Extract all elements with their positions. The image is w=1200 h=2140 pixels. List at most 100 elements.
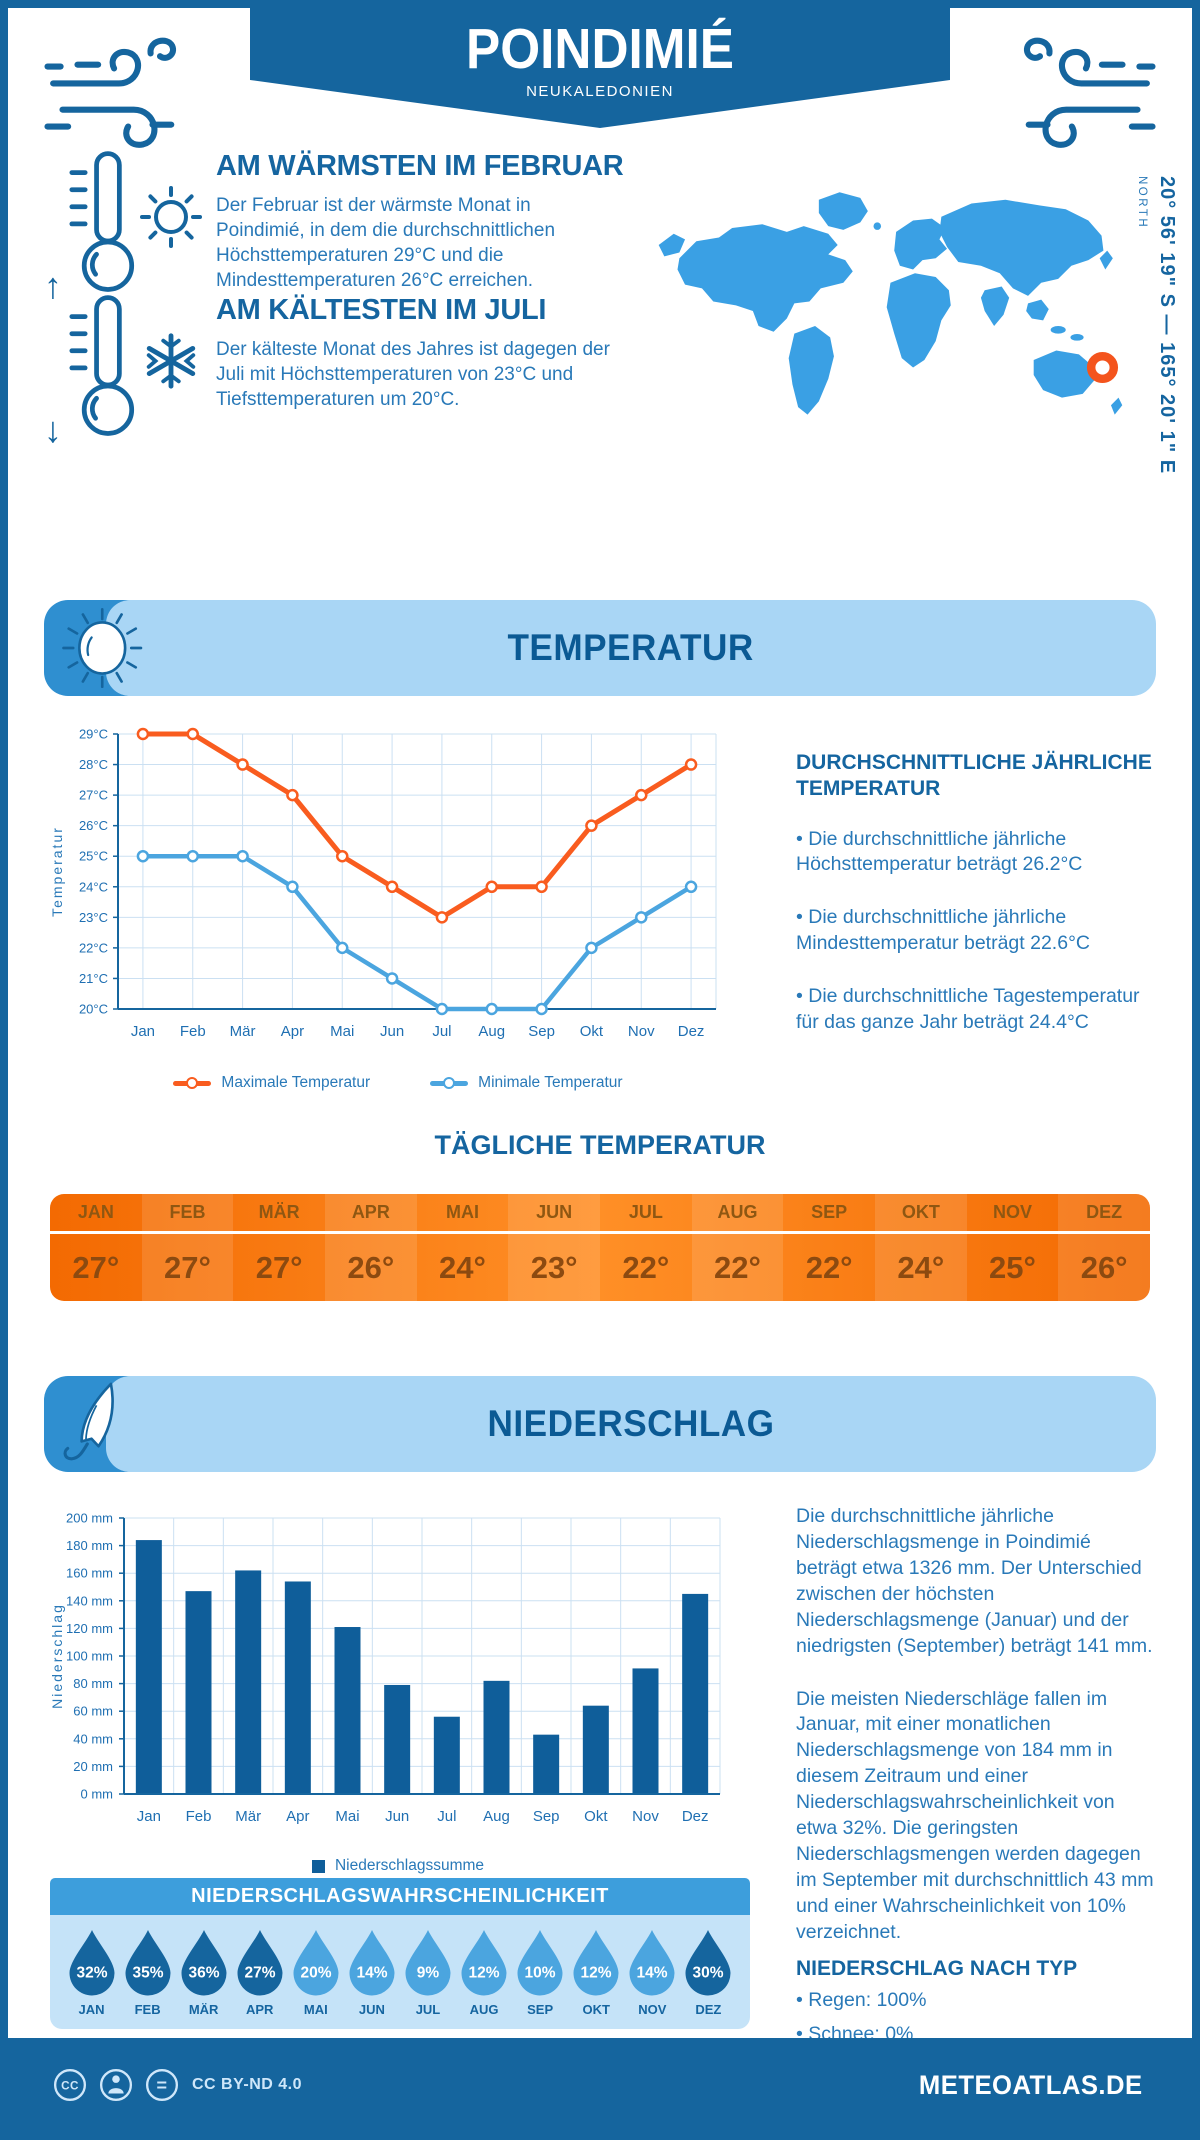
annual-temperature-heading: DURCHSCHNITTLICHE JÄHRLICHE TEMPERATUR [796,751,1152,801]
arrow-up-icon: ↑ [44,265,62,306]
svg-text:20 mm: 20 mm [73,1759,113,1774]
probability-drop: 14% NOV [627,1928,678,2017]
svg-text:26°C: 26°C [79,818,108,833]
svg-text:9%: 9% [417,1965,440,1982]
daily-temp-value: 24° [874,1234,967,1301]
daily-temperature-heading: TÄGLICHE TEMPERATUR [434,1130,766,1160]
daily-temp-value: 27° [72,1249,120,1285]
warmest-text: Der Februar ist der wärmste Monat in Poi… [216,195,556,292]
precipitation-type-heading: NIEDERSCHLAG NACH TYP [796,1956,1078,1980]
annual-bullet: • Die durchschnittliche jährliche Mindes… [796,906,1090,955]
umbrella-icon [63,1382,114,1461]
probability-month-label: JUL [415,2002,441,2017]
svg-text:14%: 14% [637,1965,668,1982]
nd-icon: = [145,2068,179,2102]
svg-text:Mai: Mai [335,1808,359,1825]
raindrop-icon: 30% [685,1930,731,1996]
cc-license-icons: CC = [52,2067,180,2103]
svg-text:80 mm: 80 mm [73,1676,113,1691]
svg-text:Sep: Sep [528,1023,555,1040]
svg-text:100 mm: 100 mm [66,1649,113,1664]
svg-text:180 mm: 180 mm [66,1538,113,1553]
north-label: NORTH [1136,176,1148,230]
sun-icon [140,186,202,248]
raindrop-icon: 35% [125,1930,171,1996]
continents [658,192,1123,415]
daily-month-header: SEP [783,1194,875,1234]
wind-icon [1023,37,1156,148]
header-banner: POINDIMIÉ NEUKALEDONIEN [250,8,950,128]
svg-text:24°C: 24°C [79,879,108,894]
svg-text:Feb: Feb [180,1023,206,1040]
svg-text:27%: 27% [244,1965,275,1982]
wind-icon [44,37,177,148]
svg-text:Mär: Mär [235,1808,261,1825]
svg-text:160 mm: 160 mm [66,1566,113,1581]
svg-text:10%: 10% [525,1965,556,1982]
coldest-text: Der kälteste Monat des Jahres ist dagege… [216,339,610,411]
probability-drop: 35% FEB [122,1928,173,2017]
daily-month-header: DEZ [1058,1194,1150,1234]
probability-drop: 9% JUL [402,1928,453,2017]
page-title: POINDIMIÉ [466,17,734,81]
precipitation-probability-panel: NIEDERSCHLAGSWAHRSCHEINLICHKEIT 32% JAN 35… [50,1878,750,2029]
warm-icon-cluster: ↑ [44,146,202,306]
daily-month-header: AUG [691,1194,784,1234]
license-text: CC BY-ND 4.0 [192,2076,303,2093]
svg-text:Nov: Nov [628,1023,655,1040]
svg-text:200 mm: 200 mm [66,1511,113,1526]
footer: CC = CC BY-ND 4.0 METEOATLAS.DE [8,2038,1192,2132]
license-block: CC = CC BY-ND 4.0 [52,2067,302,2103]
probability-month-label: DEZ [695,2002,722,2017]
precipitation-banner-title: NIEDERSCHLAG [487,1403,775,1444]
svg-text:22°C: 22°C [79,940,108,955]
daily-month-header: MAI [416,1194,509,1234]
svg-text:Aug: Aug [483,1808,510,1825]
precipitation-paragraph: Die durchschnittliche jährliche Niedersc… [796,1505,1153,1657]
svg-text:Feb: Feb [186,1808,212,1825]
raindrop-icon: 14% [629,1930,675,1996]
svg-text:23°C: 23°C [79,910,108,925]
daily-temp-value: 22° [805,1249,853,1285]
raindrop-icon: 12% [461,1930,507,1996]
probability-month-label: APR [246,2002,274,2017]
probability-month-label: SEP [527,2002,554,2017]
probability-month-label: AUG [469,2002,499,2017]
site-name: METEOATLAS.DE [918,2069,1143,2100]
temperature-legend: Maximale Temperatur Minimale Temperatur [48,1074,748,1092]
probability-drop: 32% JAN [66,1928,117,2017]
svg-text:Mär: Mär [230,1023,256,1040]
precipitation-chart-area: 0 mm 20 mm 40 mm 60 mm 80 mm 100 mm 120 mm 140 … [48,1506,748,1875]
banner-bar: NIEDERSCHLAG [106,1376,1156,1472]
svg-text:Nov: Nov [632,1808,659,1825]
raindrop-icon: 12% [573,1930,619,1996]
svg-text:Apr: Apr [286,1808,309,1825]
raindrop-icon: 10% [517,1930,563,1996]
daily-temp-value: 26° [324,1234,417,1301]
snowflake-icon [146,333,196,389]
svg-text:14%: 14% [356,1965,387,1982]
location-marker [1086,351,1119,384]
banner-bar: TEMPERATUR [106,600,1156,696]
probability-month-label: MÄR [188,2002,219,2017]
probability-month-label: JUN [358,2002,385,2017]
svg-text:CC: CC [61,2080,79,2093]
precipitation-paragraph: Die meisten Niederschläge fallen im Janu… [796,1687,1154,1943]
probability-drop: 27% APR [234,1928,285,2017]
svg-text:=: = [157,2075,168,2095]
svg-text:35%: 35% [132,1965,163,1982]
probability-drop: 20% MAI [290,1928,341,2017]
probability-month-label: FEB [134,2002,161,2017]
svg-text:Sep: Sep [533,1808,560,1825]
daily-month-header: OKT [874,1194,967,1234]
precipitation-section-banner: NIEDERSCHLAG [44,1376,1156,1472]
daily-temperature-table: JAN FEB MÄR APR MAI JUN JUL AUG SEP OKT NOV DEZ 27° 2… [50,1194,1150,1301]
legend-item: Niederschlagssumme [311,1857,484,1875]
probability-drop: 12% AUG [459,1928,510,2017]
person-icon [99,2068,133,2102]
probability-drop: 14% JUN [346,1928,397,2017]
temperature-banner-title: TEMPERATUR [507,627,755,668]
svg-text:40 mm: 40 mm [73,1731,113,1746]
thermometer-icon [69,151,135,292]
